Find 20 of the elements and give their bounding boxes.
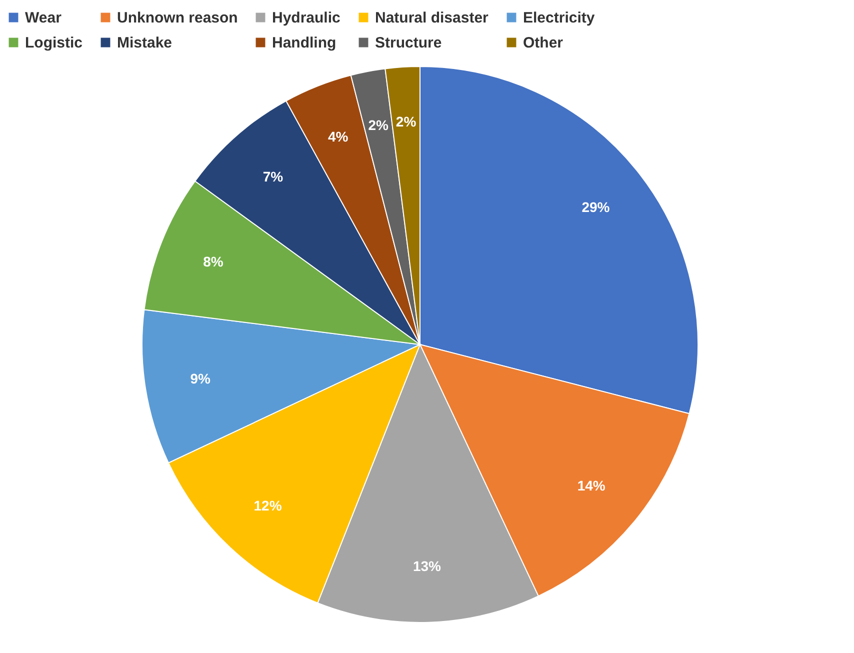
- legend-label: Logistic: [25, 34, 83, 52]
- data-label: 2%: [396, 114, 417, 130]
- data-label: 13%: [412, 558, 442, 574]
- legend-label: Mistake: [117, 34, 172, 52]
- data-label: 9%: [190, 370, 212, 386]
- data-label: 8%: [203, 254, 224, 270]
- legend-label: Natural disaster: [375, 10, 489, 27]
- data-label: 7%: [262, 168, 284, 185]
- legend-label: Wear: [25, 10, 62, 27]
- data-label: 29%: [582, 199, 610, 216]
- data-label: 2%: [368, 117, 389, 134]
- legend-label: Hydraulic: [272, 10, 340, 27]
- data-label: 14%: [577, 477, 606, 494]
- data-label: 4%: [328, 128, 349, 145]
- data-label: 12%: [254, 498, 282, 514]
- legend-label: Electricity: [523, 10, 596, 27]
- legend-label: Handling: [272, 34, 336, 52]
- legend-label: Structure: [375, 34, 442, 52]
- legend-label: Other: [523, 34, 564, 52]
- legend-label: Unknown reason: [117, 10, 238, 27]
